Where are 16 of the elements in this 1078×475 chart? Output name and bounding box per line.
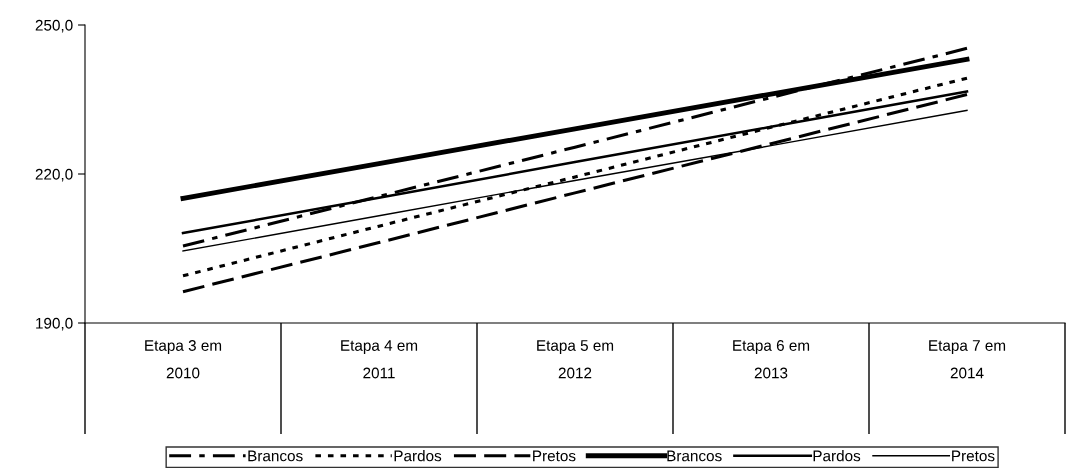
x-tick-label: Etapa 4 em 2011 <box>341 340 418 379</box>
legend-label: Pardos <box>394 450 442 462</box>
x-tick-label: Etapa 6 em 2013 <box>733 340 810 379</box>
y-tick-label: 250,0 <box>35 19 73 33</box>
y-tick-label: 190,0 <box>36 317 73 331</box>
x-tick-label: Etapa 7 em 2014 <box>929 340 1006 379</box>
legend-label: Brancos <box>248 450 303 462</box>
legend-label: Pardos <box>813 450 861 462</box>
legend-label: Brancos <box>667 450 722 462</box>
line-series <box>181 76 969 278</box>
x-tick-label: Etapa 3 em 2010 <box>145 340 222 379</box>
legend-label: Pretos <box>533 450 576 462</box>
y-tick-label: 220,0 <box>35 168 73 182</box>
line-series <box>181 46 969 248</box>
legend-label: Pretos <box>952 450 995 462</box>
x-tick-label: Etapa 5 em 2012 <box>537 340 614 379</box>
